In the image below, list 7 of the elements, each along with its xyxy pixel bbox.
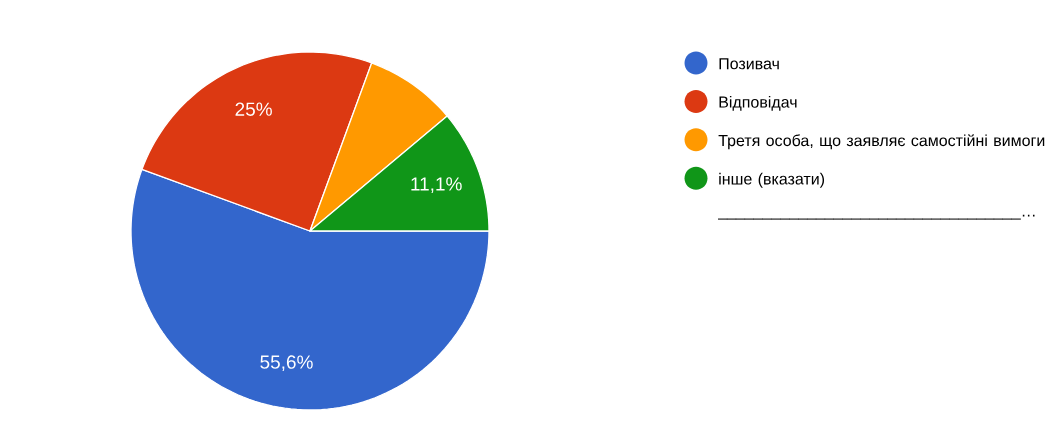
legend-label: Третя особа, що заявляє самостійні вимоги [718,134,1045,150]
legend-label: Відповідач [719,96,797,111]
data-label: 11,1% [411,177,462,193]
legend-label: Позивач [719,58,779,70]
data-label: 25% [235,102,272,116]
data-label: 55,6% [260,355,313,372]
category-label: інше (вказати) __________________________________… [717,172,1035,220]
